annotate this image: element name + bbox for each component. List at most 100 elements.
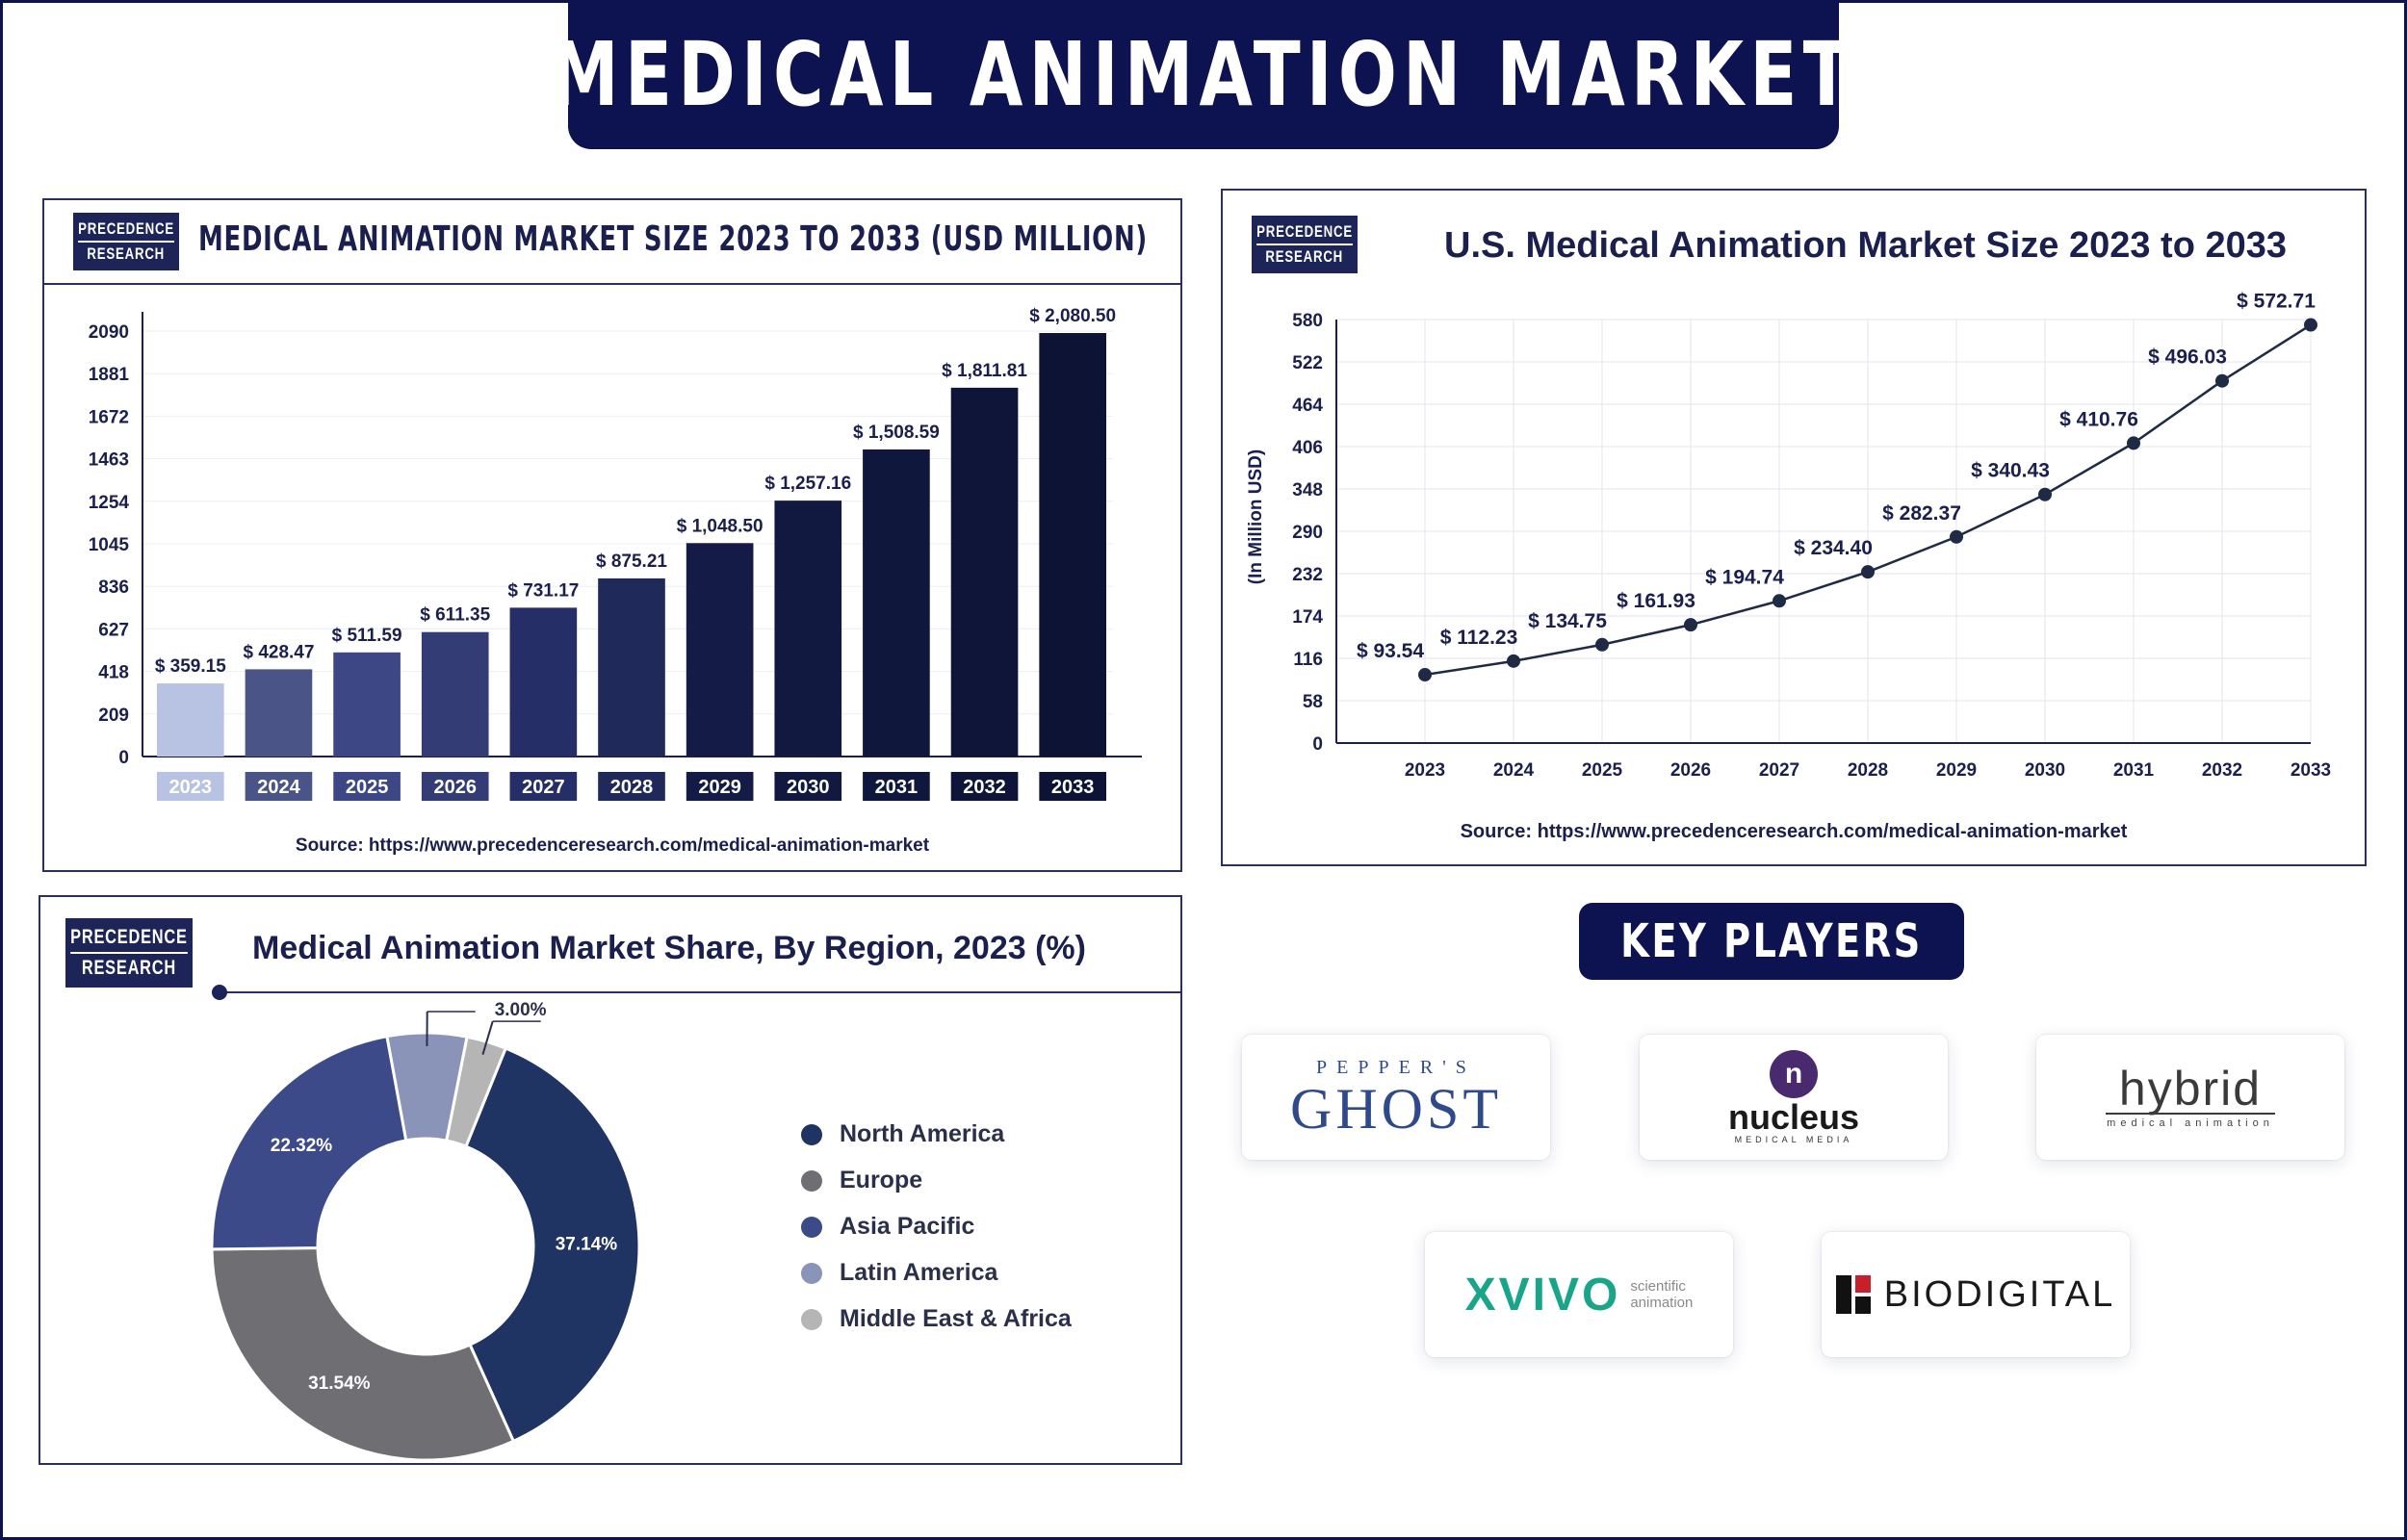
hybrid-sub: medical animation (2107, 1116, 2274, 1129)
bar-y-tick: 2090 (89, 322, 129, 343)
line-point-label: $ 496.03 (2148, 346, 2227, 369)
bar (863, 449, 930, 757)
key-players-badge: KEY PLAYERS (1579, 903, 1964, 980)
nucleus-sub: MEDICAL MEDIA (1734, 1135, 1853, 1144)
peppers-ghost-line2: GHOST (1289, 1076, 1502, 1141)
bar (333, 652, 401, 757)
us-market-panel: PRECEDENCE RESEARCH U.S. Medical Animati… (1221, 189, 2367, 866)
bar-y-tick: 1045 (89, 535, 130, 555)
line-x-tick: 2033 (2291, 760, 2331, 781)
bar-x-tick: 2029 (698, 777, 741, 798)
donut-slice (444, 1035, 508, 1149)
bar-x-tick-bg (950, 772, 1019, 801)
bar-source: Source: https://www.precedenceresearch.c… (296, 835, 930, 856)
logo-text-bottom: RESEARCH (81, 957, 177, 979)
logo-text-top: PRECEDENCE (1256, 220, 1353, 245)
xvivo-sub2: animation (1630, 1295, 1694, 1311)
bar-value-label: $ 1,811.81 (942, 361, 1027, 381)
bar-x-tick: 2024 (257, 777, 300, 798)
bar-x-tick-bg (245, 772, 313, 801)
line-y-tick: 58 (1303, 692, 1323, 712)
line-point-label: $ 234.40 (1794, 537, 1873, 559)
biodigital-logo-card: BIODIGITAL (1822, 1232, 2130, 1357)
bar-y-tick: 1672 (89, 407, 129, 427)
line-x-tick: 2023 (1405, 760, 1445, 781)
region-share-panel: PRECEDENCE RESEARCH Medical Animation Ma… (39, 895, 1182, 1465)
line-y-tick: 116 (1293, 650, 1323, 670)
bar (156, 683, 224, 757)
bar-x-tick: 2027 (522, 777, 565, 798)
line-x-tick: 2028 (1848, 760, 1888, 781)
bar-x-tick-bg (421, 772, 489, 801)
donut-slice-label: 37.14% (556, 1235, 618, 1255)
bar-x-tick-bg (509, 772, 578, 801)
line-point (1684, 618, 1697, 632)
legend-swatch (801, 1308, 822, 1330)
donut-leader-line (481, 1020, 494, 1055)
donut-slice-label: 22.32% (271, 1136, 333, 1156)
bar-x-tick: 2026 (433, 777, 477, 798)
title-underline (220, 991, 1182, 993)
bar-x-tick: 2030 (787, 777, 830, 798)
bar-x-tick: 2025 (346, 777, 389, 798)
bar-y-tick: 836 (98, 578, 129, 598)
line-x-tick: 2026 (1670, 760, 1711, 781)
line-point-label: $ 194.74 (1705, 566, 1784, 588)
bar-value-label: $ 1,048.50 (677, 516, 764, 536)
legend-item: North America (801, 1120, 1004, 1148)
bar-y-tick: 418 (98, 663, 129, 683)
logo-text-top: PRECEDENCE (70, 923, 188, 954)
page-title: MEDICAL ANIMATION MARKET (550, 23, 1857, 126)
bar-x-tick-bg (1039, 772, 1107, 801)
line-point-label: $ 340.43 (1971, 460, 2050, 482)
bar-x-tick-bg (598, 772, 665, 801)
bar (509, 607, 578, 757)
line-point (2038, 487, 2052, 501)
line-point (2215, 373, 2229, 388)
bar-x-tick-bg (863, 772, 930, 801)
nucleus-logo-card: n nucleus MEDICAL MEDIA (1640, 1035, 1948, 1160)
bar-chart-title: MEDICAL ANIMATION MARKET SIZE 2023 TO 20… (198, 219, 1148, 259)
line-y-tick: 464 (1292, 396, 1323, 416)
line-x-tick: 2029 (1936, 760, 1977, 781)
precedence-logo: PRECEDENCE RESEARCH (73, 213, 179, 270)
bar-value-label: $ 731.17 (507, 580, 579, 601)
legend-label: Europe (840, 1167, 923, 1194)
bar-x-tick-bg (333, 772, 401, 801)
bar (598, 578, 665, 757)
bar-x-tick: 2023 (169, 777, 213, 798)
logo-text-top: PRECEDENCE (78, 218, 174, 243)
bar-value-label: $ 1,257.16 (764, 474, 851, 494)
bar-y-tick: 1463 (89, 450, 129, 471)
line-point (1507, 654, 1520, 668)
nucleus-name: nucleus (1727, 1097, 1860, 1137)
bar-y-tick: 627 (98, 620, 129, 640)
line-x-tick: 2030 (2025, 760, 2065, 781)
xvivo-sub1: scientific (1630, 1278, 1686, 1295)
legend-swatch (801, 1262, 822, 1284)
bar-chart: 0 209 418 627 836 1045 1254 1463 1672 1881 2090 $ 3… (89, 306, 1142, 856)
donut-slice-label: 3.00% (495, 1001, 547, 1020)
donut-slice-label: 31.54% (308, 1373, 371, 1394)
biodigital-icon (1835, 1275, 1871, 1314)
line-point-label: $ 112.23 (1440, 627, 1518, 649)
line-x-tick: 2025 (1582, 760, 1623, 781)
legend-swatch (801, 1123, 822, 1145)
legend-item: Asia Pacific (801, 1213, 974, 1241)
line-point (1861, 565, 1875, 579)
bar-value-label: $ 611.35 (420, 605, 490, 626)
precedence-logo: PRECEDENCE RESEARCH (1252, 216, 1358, 273)
donut-chart-title: Medical Animation Market Share, By Regio… (252, 930, 1086, 966)
line-y-tick: 174 (1292, 607, 1323, 628)
biodigital-name: BIODIGITAL (1883, 1273, 2116, 1315)
bar (774, 500, 842, 757)
legend-item: Europe (801, 1167, 922, 1194)
bar (686, 543, 754, 757)
line-point-label: $ 93.54 (1357, 640, 1424, 662)
bar (950, 387, 1019, 757)
peppers-ghost-line1: PEPPER'S (1316, 1056, 1476, 1078)
legend-label: North America (840, 1120, 1005, 1147)
bar-x-tick: 2031 (875, 777, 919, 798)
line-x-tick: 2032 (2202, 760, 2242, 781)
bar (245, 669, 313, 757)
